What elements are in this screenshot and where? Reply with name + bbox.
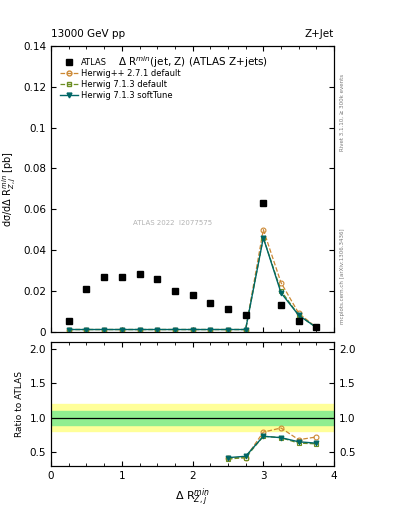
Text: 13000 GeV pp: 13000 GeV pp	[51, 29, 125, 39]
Legend: ATLAS, Herwig++ 2.7.1 default, Herwig 7.1.3 default, Herwig 7.1.3 softTune: ATLAS, Herwig++ 2.7.1 default, Herwig 7.…	[58, 56, 183, 101]
Y-axis label: dσ/dΔ R$^{min}_{Z,j}$ [pb]: dσ/dΔ R$^{min}_{Z,j}$ [pb]	[0, 151, 18, 227]
Text: ATLAS 2022  I2077575: ATLAS 2022 I2077575	[133, 220, 212, 226]
Text: Z+Jet: Z+Jet	[305, 29, 334, 39]
Y-axis label: Ratio to ATLAS: Ratio to ATLAS	[15, 371, 24, 437]
Text: Rivet 3.1.10, ≥ 300k events: Rivet 3.1.10, ≥ 300k events	[340, 74, 345, 151]
Bar	[51, 404, 334, 432]
X-axis label: Δ R$^{min}_{Z,j}$: Δ R$^{min}_{Z,j}$	[175, 486, 210, 508]
Text: Δ R$^{min}$(jet, Z) (ATLAS Z+jets): Δ R$^{min}$(jet, Z) (ATLAS Z+jets)	[118, 55, 268, 71]
Bar	[51, 411, 334, 424]
Text: mcplots.cern.ch [arXiv:1306.3436]: mcplots.cern.ch [arXiv:1306.3436]	[340, 229, 345, 324]
